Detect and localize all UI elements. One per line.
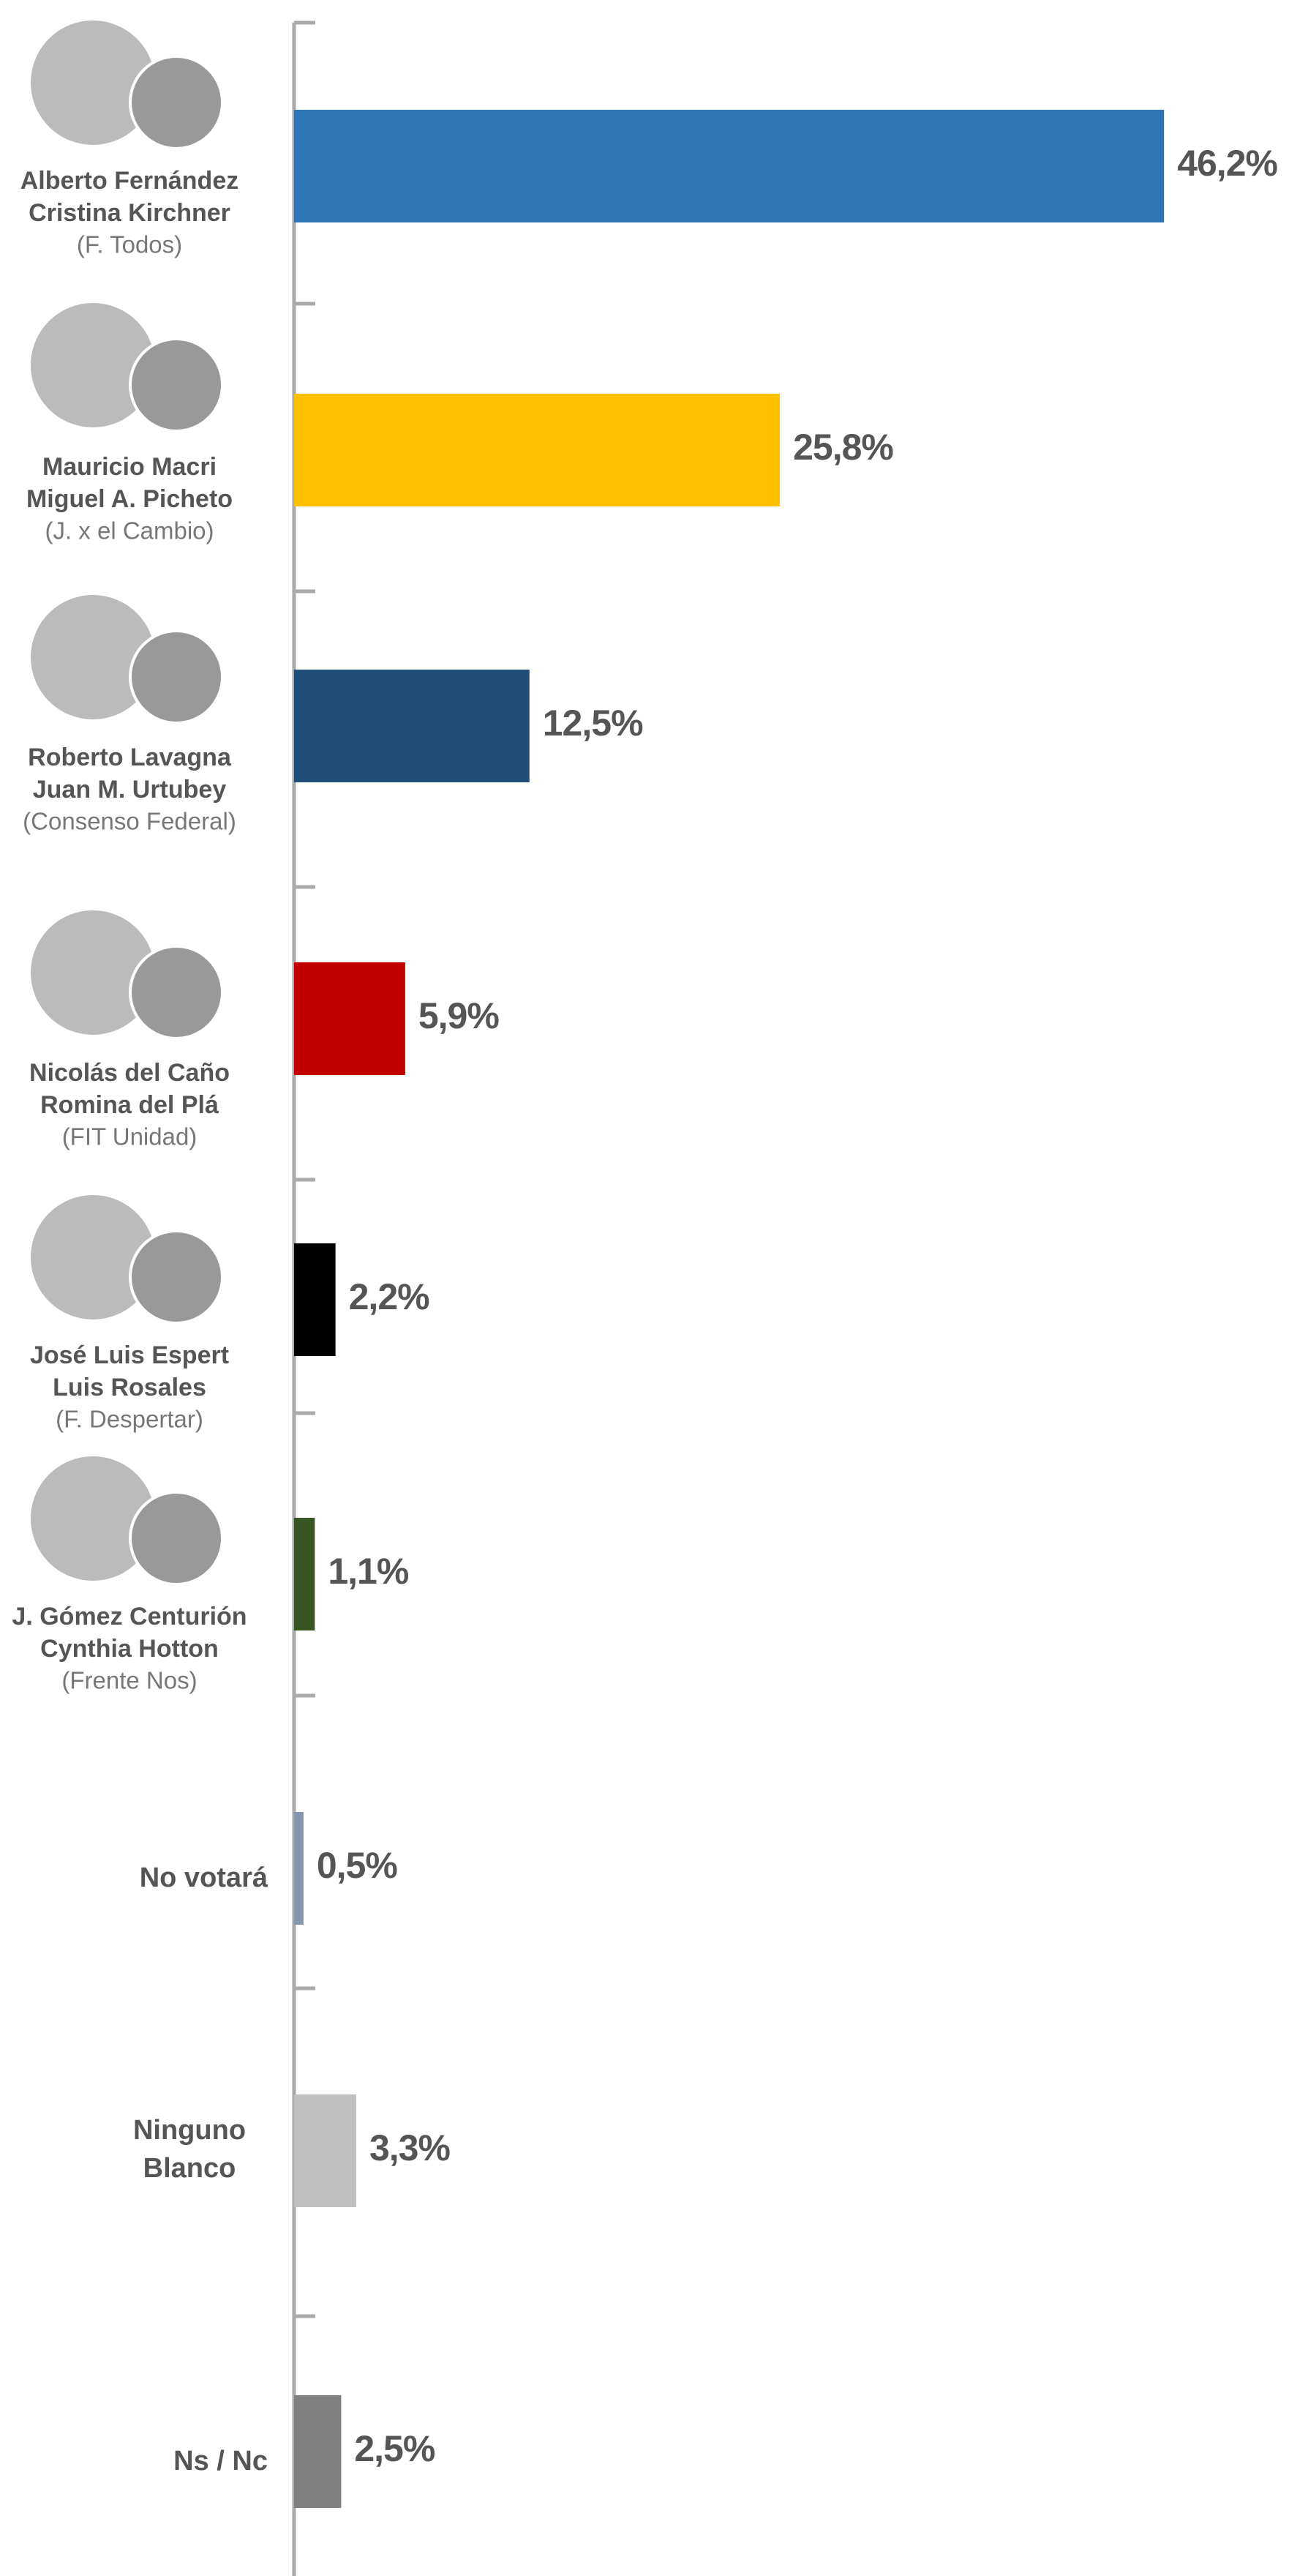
party-label: (Frente Nos): [61, 1667, 197, 1694]
category-label: Roberto Lavagna: [28, 744, 232, 771]
value-label: 2,5%: [354, 2428, 435, 2469]
category-label: Romina del Plá: [40, 1091, 219, 1119]
bar: [294, 2094, 356, 2207]
value-label: 1,1%: [328, 1551, 409, 1592]
value-label: 0,5%: [317, 1845, 398, 1886]
category-label: Mauricio Macri: [42, 453, 217, 481]
category-label: Ns / Nc: [173, 2446, 268, 2476]
bar: [294, 1243, 336, 1356]
value-label: 3,3%: [369, 2127, 451, 2168]
photo: [129, 337, 224, 433]
value-label: 5,9%: [418, 995, 500, 1036]
category-label: José Luis Espert: [30, 1341, 229, 1369]
bar: [294, 1518, 315, 1630]
bar: [294, 394, 781, 506]
bar: [294, 2395, 342, 2508]
photo: [129, 945, 224, 1040]
bar: [294, 1812, 304, 1925]
category-label: Alberto Fernández: [20, 167, 238, 195]
party-label: (Consenso Federal): [23, 808, 236, 835]
category-label: Juan M. Urtubey: [33, 776, 227, 804]
party-label: (F. Todos): [77, 231, 182, 258]
bar: [294, 110, 1165, 222]
value-label: 25,8%: [793, 427, 893, 468]
value-label: 46,2%: [1177, 143, 1277, 184]
category-label: No votará: [140, 1862, 268, 1893]
category-label: Miguel A. Picheto: [26, 485, 233, 513]
party-label: (F. Despertar): [56, 1406, 203, 1433]
category-label: J. Gómez Centurión: [12, 1603, 247, 1630]
category-label: Ninguno: [133, 2115, 246, 2146]
category-label: Cynthia Hotton: [40, 1635, 219, 1663]
photo: [129, 55, 224, 150]
photo: [129, 1229, 224, 1325]
value-label: 2,2%: [349, 1276, 430, 1317]
party-label: (J. x el Cambio): [45, 517, 214, 544]
photo: [129, 629, 224, 724]
party-label: (FIT Unidad): [62, 1123, 198, 1150]
bar: [294, 962, 405, 1075]
separators: [294, 20, 315, 2318]
category-label: Luis Rosales: [53, 1374, 206, 1401]
photo: [129, 1491, 224, 1586]
category-label: Nicolás del Caño: [29, 1059, 230, 1087]
category-label: Blanco: [143, 2153, 236, 2184]
bar: [294, 670, 530, 782]
value-label: 12,5%: [543, 703, 643, 744]
category-label: Cristina Kirchner: [29, 199, 230, 227]
